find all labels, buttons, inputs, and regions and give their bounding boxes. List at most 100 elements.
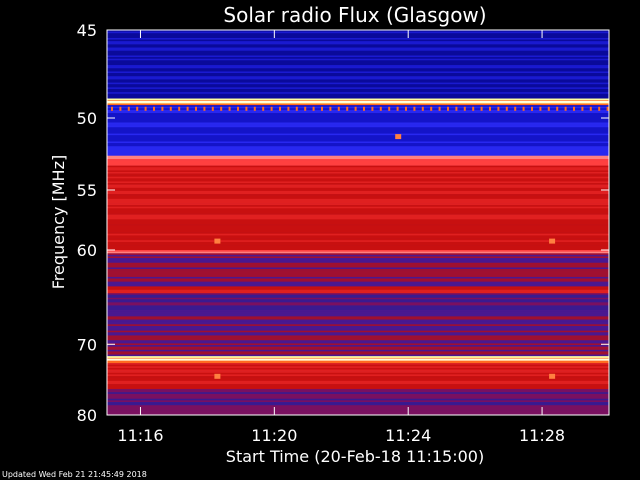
band-row — [107, 60, 609, 63]
band-row — [107, 227, 609, 230]
frequency-band — [107, 98, 609, 106]
band-row — [107, 388, 609, 391]
band-row — [107, 321, 609, 324]
frequency-band — [107, 293, 609, 311]
interference-tick — [304, 106, 307, 111]
band-row — [107, 265, 609, 268]
band-row — [107, 106, 609, 109]
band-row — [107, 93, 609, 96]
band-row — [107, 45, 609, 48]
interference-tick — [203, 106, 206, 111]
x-axis-label: Start Time (20-Feb-18 11:15:00) — [226, 447, 484, 466]
band-core — [107, 358, 609, 361]
y-tick-label: 55 — [77, 181, 97, 200]
band-row — [107, 225, 609, 228]
interference-tick — [237, 106, 239, 111]
band-row — [107, 190, 609, 193]
band-row — [107, 192, 609, 195]
band-row — [107, 113, 609, 115]
band-row — [107, 184, 609, 187]
band-row — [107, 122, 609, 125]
interference-tick — [161, 106, 164, 111]
band-row — [107, 238, 609, 241]
band-row — [107, 208, 609, 211]
band-row — [107, 84, 609, 87]
band-row — [107, 200, 609, 203]
band-row — [107, 272, 609, 275]
band-row — [107, 316, 609, 319]
band-row — [107, 258, 609, 260]
band-row — [107, 284, 609, 287]
frequency-band — [107, 30, 609, 50]
band-row — [107, 186, 609, 189]
interference-tick — [136, 106, 139, 111]
band-row — [107, 361, 609, 364]
band-row — [107, 310, 609, 312]
band-row — [107, 329, 609, 331]
frequency-band — [107, 105, 609, 157]
plot-frame — [106, 29, 610, 416]
interference-tick — [447, 106, 449, 111]
band-row — [107, 241, 609, 244]
band-row — [107, 203, 609, 206]
band-row — [107, 367, 609, 370]
band-row — [107, 313, 609, 316]
x-axis: 11:16 11:20 11:24 11:28 — [117, 30, 565, 445]
band-row — [107, 136, 609, 139]
band-row — [107, 302, 609, 305]
interference-tick — [539, 106, 542, 111]
band-row — [107, 195, 609, 198]
band-row — [107, 319, 609, 322]
band-row — [107, 228, 609, 231]
y-axis: 45 50 55 60 70 80 — [77, 21, 609, 425]
band-row — [107, 325, 609, 328]
band-row — [107, 256, 609, 259]
interference-tick — [421, 106, 424, 111]
band-row — [107, 187, 609, 190]
band-row — [107, 306, 609, 309]
y-tick-label: 60 — [77, 241, 97, 260]
band-row — [107, 117, 609, 120]
interference-tick — [379, 106, 382, 111]
band-core — [107, 100, 609, 103]
band-row — [107, 127, 609, 130]
band-row — [107, 338, 609, 341]
band-row — [107, 267, 609, 270]
band-row — [107, 392, 609, 395]
band-row — [107, 206, 609, 209]
band-row — [107, 348, 609, 351]
y-tick-label: 50 — [77, 109, 97, 128]
band-row — [107, 410, 609, 413]
band-row — [107, 281, 609, 284]
frequency-band — [107, 49, 609, 99]
band-row — [107, 224, 609, 226]
band-row — [107, 36, 609, 39]
band-row — [107, 211, 609, 214]
band-row — [107, 183, 609, 185]
band-row — [107, 55, 609, 58]
interference-tick — [178, 106, 181, 111]
band-row — [107, 411, 609, 414]
band-row — [107, 246, 609, 249]
frequency-band — [107, 388, 609, 416]
interference-tick — [169, 106, 172, 111]
band-row — [107, 178, 609, 181]
interference-tick — [522, 106, 525, 111]
interference-tick — [295, 106, 298, 111]
band-row — [107, 52, 609, 55]
band-row — [107, 49, 609, 52]
band-row — [107, 296, 609, 299]
band-row — [107, 264, 609, 267]
frequency-band — [107, 286, 609, 294]
band-row — [107, 220, 609, 223]
band-row — [107, 154, 609, 157]
band-row — [107, 317, 609, 320]
band-row — [107, 128, 609, 131]
burst-spot — [549, 238, 556, 244]
band-row — [107, 379, 609, 382]
band-row — [107, 303, 609, 306]
band-row — [107, 377, 609, 380]
interference-tick — [430, 106, 433, 111]
band-row — [107, 205, 609, 208]
band-row — [107, 335, 609, 338]
